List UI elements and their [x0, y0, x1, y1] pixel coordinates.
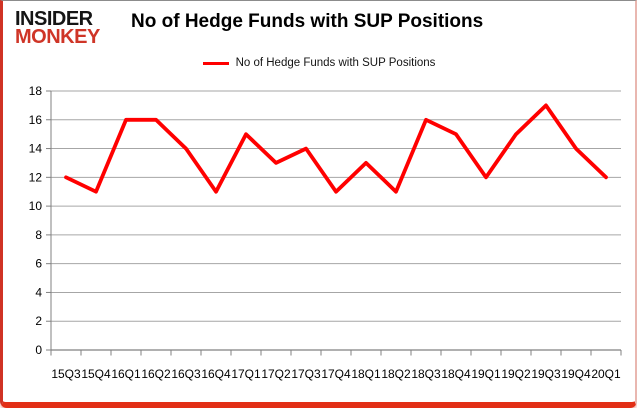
y-axis-label: 12	[29, 170, 43, 184]
logo-text-monkey: MONKEY	[15, 26, 100, 48]
y-axis-label: 0	[35, 343, 42, 357]
x-axis-label: 18Q4	[441, 367, 471, 381]
x-axis-label: 17Q3	[291, 367, 321, 381]
x-axis-label: 17Q1	[231, 367, 261, 381]
x-axis-label: 16Q3	[171, 367, 201, 381]
legend: No of Hedge Funds with SUP Positions	[3, 57, 635, 69]
y-axis-label: 8	[35, 228, 42, 242]
y-axis-label: 10	[29, 199, 43, 213]
y-axis-label: 4	[35, 285, 42, 299]
x-axis-label: 18Q3	[411, 367, 441, 381]
legend-label: No of Hedge Funds with SUP Positions	[235, 57, 436, 69]
y-axis-label: 2	[35, 314, 42, 328]
insider-monkey-logo: INSIDER MONKEY	[15, 8, 100, 48]
logo-text-insider: INSIDER	[15, 8, 93, 30]
y-axis-label: 14	[29, 142, 43, 156]
x-axis-label: 15Q4	[81, 367, 111, 381]
x-axis-label: 18Q1	[351, 367, 381, 381]
x-axis-label: 19Q2	[501, 367, 531, 381]
x-axis-label: 19Q4	[561, 367, 591, 381]
chart-title: No of Hedge Funds with SUP Positions	[131, 11, 484, 32]
x-axis-label: 18Q2	[381, 367, 411, 381]
x-axis-label: 15Q3	[51, 367, 81, 381]
x-axis-label: 17Q4	[321, 367, 351, 381]
x-axis-label: 19Q3	[531, 367, 561, 381]
x-axis-label: 17Q2	[261, 367, 291, 381]
y-axis-label: 6	[35, 257, 42, 271]
x-axis-label: 16Q4	[201, 367, 231, 381]
x-axis-label: 16Q2	[141, 367, 171, 381]
x-axis-label: 19Q1	[471, 367, 501, 381]
x-axis-label: 20Q1	[591, 367, 621, 381]
series-line	[64, 103, 608, 194]
y-axis-label: 18	[29, 84, 43, 98]
legend-line-swatch	[202, 61, 229, 65]
x-axis-label: 16Q1	[111, 367, 141, 381]
y-axis-label: 16	[29, 113, 43, 127]
